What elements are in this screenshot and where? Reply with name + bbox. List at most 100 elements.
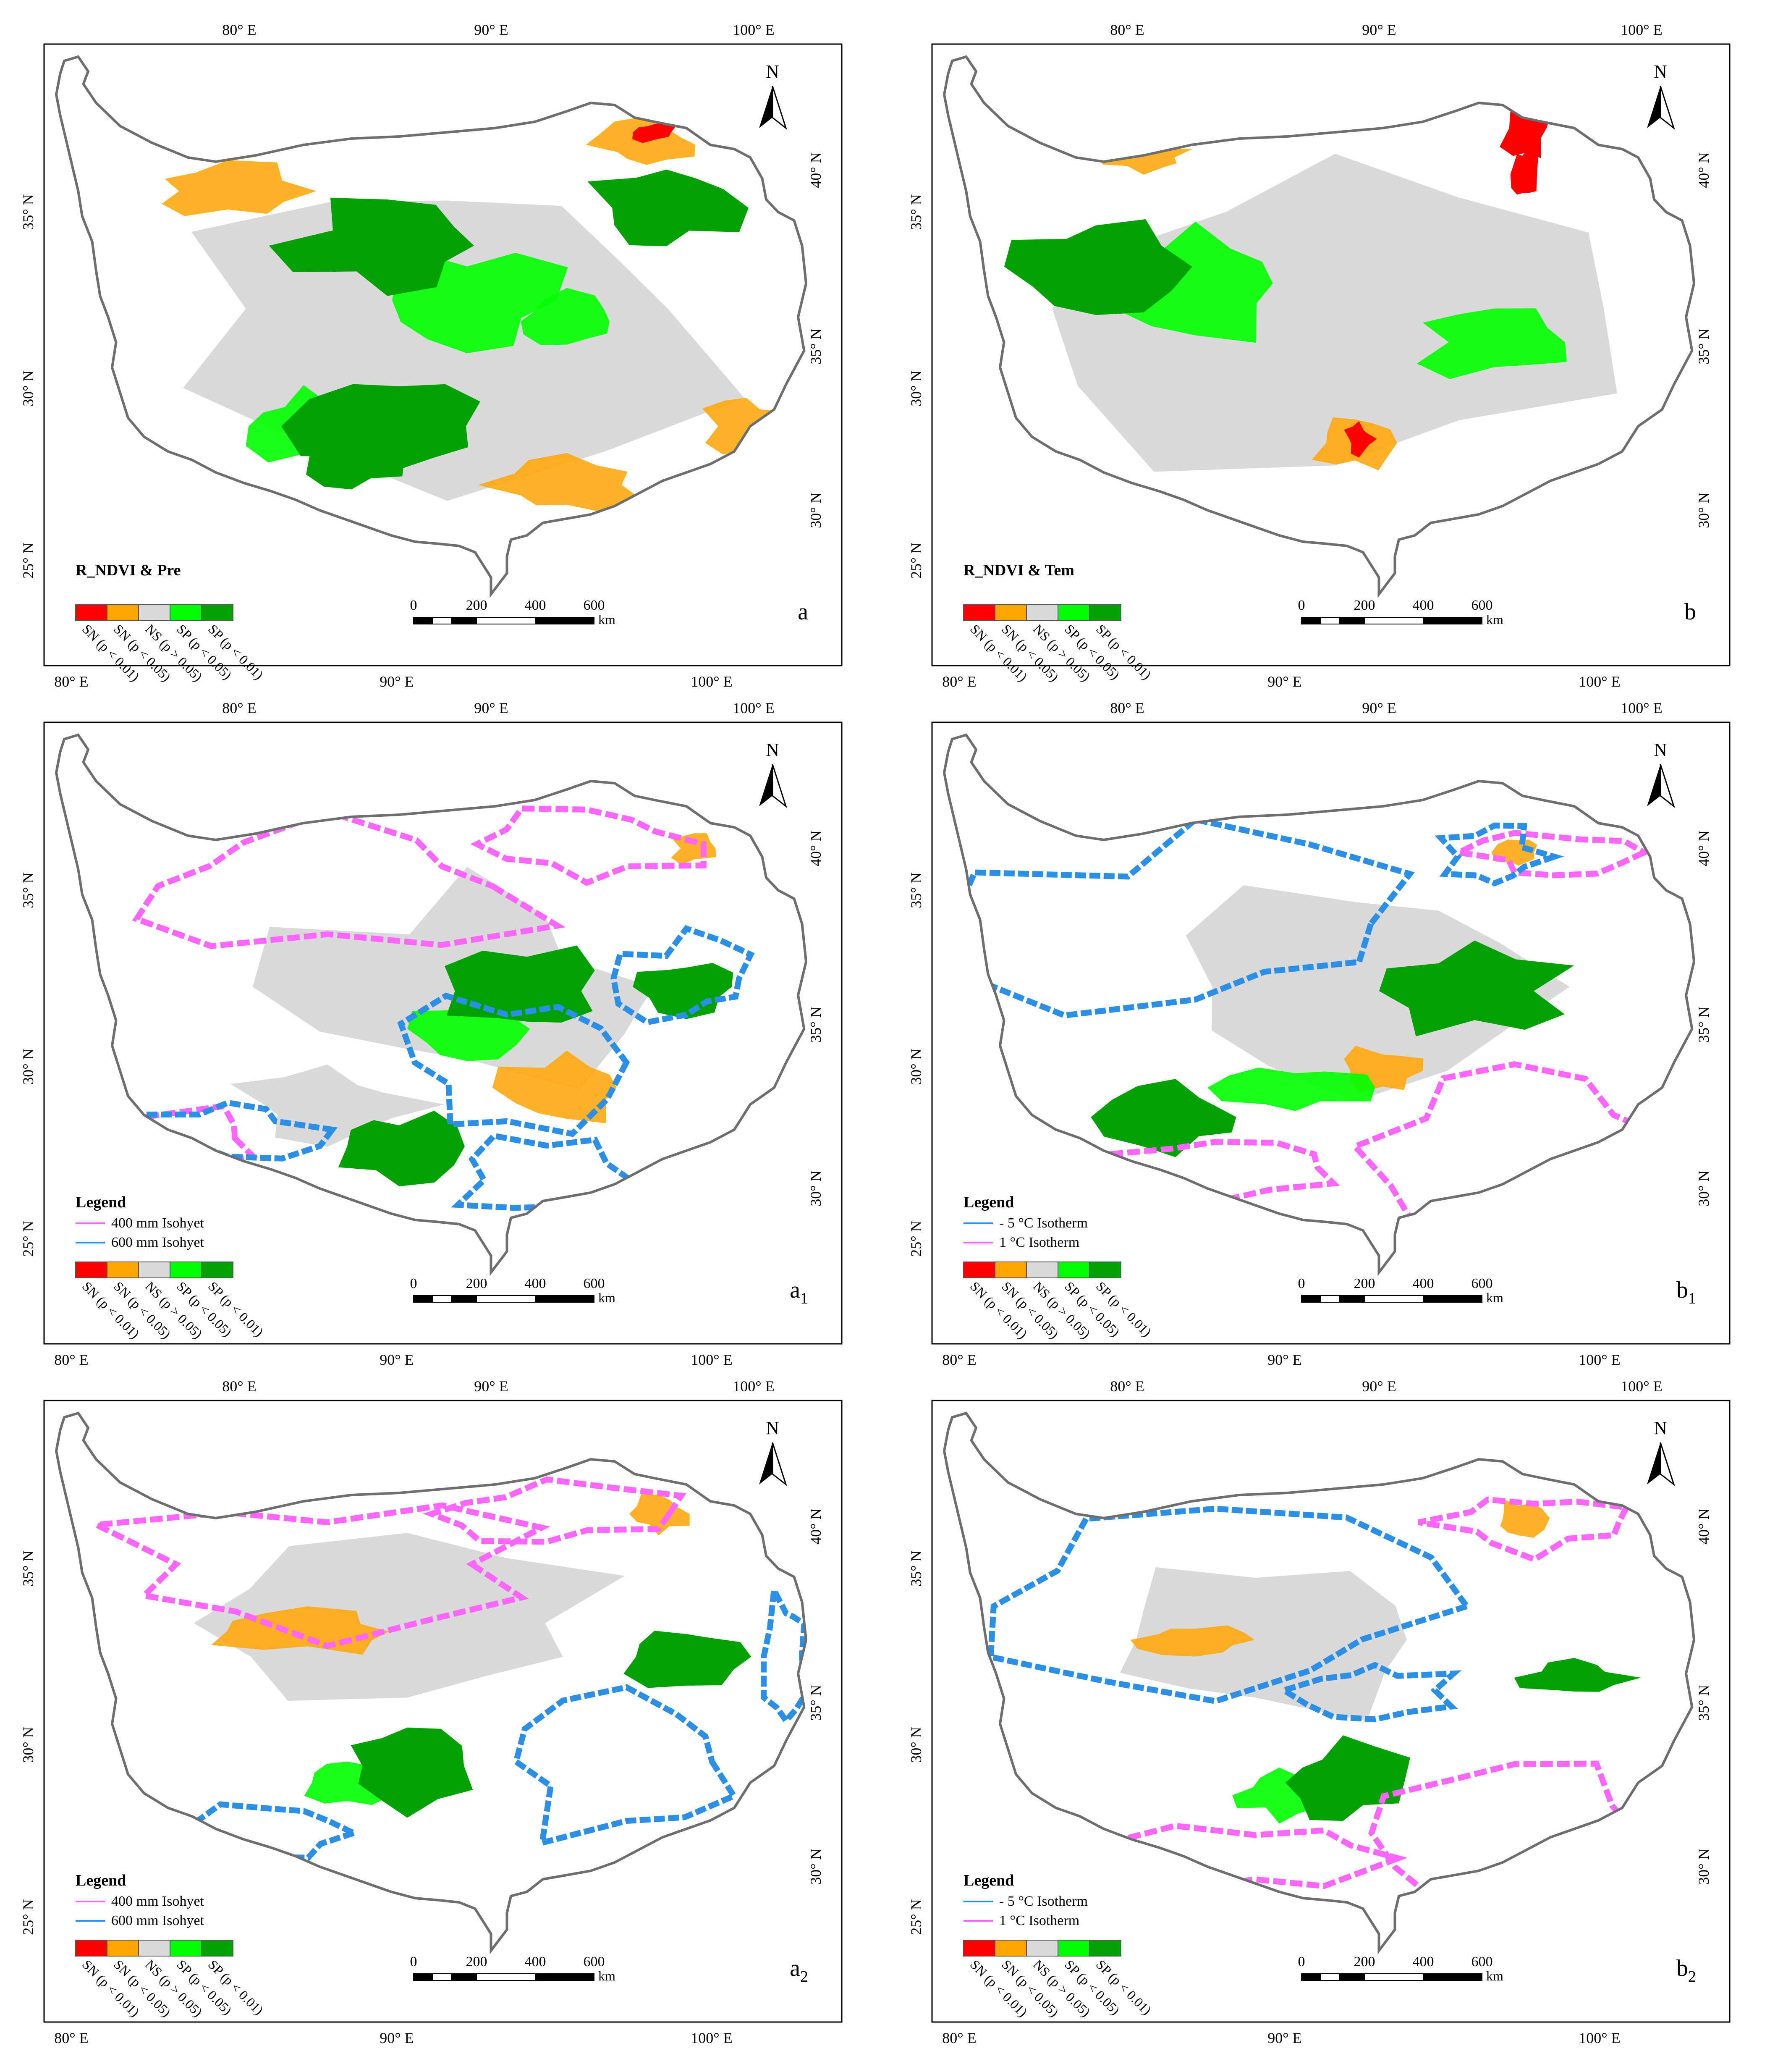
- lat-label-left: 35° N: [908, 194, 924, 230]
- lat-label-left: 30° N: [20, 370, 37, 406]
- scale-unit: km: [598, 1968, 615, 1983]
- scale-tick-label: 400: [525, 1954, 546, 1970]
- isoline-blue: [610, 925, 755, 1026]
- panel-label: a: [798, 599, 808, 625]
- lat-label-right: 40° N: [807, 152, 824, 188]
- significance-swatch: [107, 1262, 139, 1278]
- north-arrow-icon: N: [1647, 1418, 1675, 1487]
- lat-label-right: 35° N: [807, 1007, 824, 1042]
- isoline-blue: [987, 1505, 1472, 1705]
- lon-label-bottom: 100° E: [1579, 1351, 1620, 1368]
- lat-label-right: 30° N: [807, 1849, 824, 1884]
- lon-label-top: 100° E: [733, 700, 774, 716]
- significance-swatch: [75, 1262, 107, 1278]
- lon-label-top: 90° E: [474, 700, 508, 716]
- significance-swatch: [201, 1940, 233, 1957]
- north-label: N: [1654, 1418, 1667, 1438]
- lon-label-top: 80° E: [1110, 700, 1144, 716]
- lat-label-left: 30° N: [908, 1727, 924, 1763]
- north-label: N: [1654, 61, 1667, 82]
- sp01-area: [633, 963, 733, 1019]
- scale-tick-label: 0: [410, 1954, 417, 1970]
- scale-unit: km: [1486, 1968, 1503, 1983]
- significance-swatch: [963, 604, 995, 621]
- lat-label-left: 35° N: [20, 1550, 37, 1586]
- sp05-area: [521, 288, 610, 345]
- legend-line-label: 600 mm Isohyet: [111, 1235, 204, 1250]
- sp01-area: [587, 169, 749, 247]
- sn05-area: [162, 160, 317, 216]
- lon-label-bottom: 80° E: [942, 673, 976, 690]
- scale-tick-label: 400: [1413, 598, 1434, 613]
- scale-tick-label: 0: [410, 598, 417, 613]
- significance-swatch: [1058, 1940, 1090, 1957]
- lat-label-left: 25° N: [908, 1899, 924, 1935]
- scale-unit: km: [598, 1290, 615, 1305]
- isoline-pink: [86, 1502, 550, 1649]
- lat-label-left: 25° N: [908, 1221, 924, 1256]
- significance-swatch: [995, 604, 1027, 621]
- significance-swatch: [1089, 604, 1121, 621]
- lat-label-right: 40° N: [807, 830, 824, 866]
- plateau-map: [56, 1413, 806, 1951]
- plateau-map: [944, 57, 1694, 594]
- isoline-pink: [422, 1476, 686, 1545]
- lat-label-left: 30° N: [20, 1727, 37, 1763]
- sn01-area: [1344, 421, 1377, 458]
- lat-label-left: 35° N: [20, 872, 37, 908]
- lon-label-bottom: 90° E: [380, 673, 414, 690]
- significance-swatch: [963, 1940, 995, 1957]
- legend-title: R_NDVI & Tem: [964, 561, 1074, 579]
- lat-label-left: 30° N: [20, 1049, 37, 1084]
- lon-label-top: 100° E: [1621, 1378, 1662, 1395]
- significance-swatch: [107, 1940, 139, 1957]
- lon-label-bottom: 80° E: [54, 1351, 88, 1368]
- sp01-area: [623, 1631, 751, 1688]
- lat-label-left: 25° N: [20, 1221, 37, 1256]
- significance-swatch: [995, 1262, 1027, 1278]
- scale-tick-label: 600: [584, 1276, 605, 1291]
- lat-label-right: 35° N: [1695, 1685, 1712, 1721]
- isoline-pink: [470, 805, 707, 886]
- lon-label-top: 80° E: [222, 21, 256, 38]
- plateau-boundary: [55, 55, 808, 598]
- sp05-area: [1417, 308, 1567, 379]
- scale-tick-label: 0: [410, 1276, 417, 1291]
- isoline-blue: [451, 1133, 636, 1222]
- lat-label-right: 40° N: [807, 1508, 824, 1544]
- significance-swatch: [963, 1262, 995, 1278]
- north-label: N: [1654, 740, 1667, 760]
- ns-area: [230, 1064, 444, 1147]
- sn01-area: [632, 123, 677, 143]
- isoline-blue: [513, 1684, 738, 1847]
- sn05-area: [1500, 1499, 1550, 1538]
- map-panel-b2: 80° E 90° E 100° E 80° E 90° E 100° E 35° N 30°…: [908, 1378, 1731, 2046]
- legend-line-label: - 5 °C Isotherm: [999, 1215, 1088, 1231]
- scale-tick-label: 200: [466, 598, 487, 613]
- lon-label-bottom: 100° E: [691, 1351, 732, 1368]
- lat-label-right: 35° N: [807, 328, 824, 364]
- scale-tick-label: 200: [1354, 1954, 1375, 1970]
- lon-label-bottom: 90° E: [1267, 673, 1301, 690]
- sp01-area: [445, 945, 595, 1023]
- scale-tick-label: 0: [1298, 1954, 1305, 1970]
- lat-label-right: 35° N: [1695, 1007, 1712, 1042]
- lat-label-left: 25° N: [20, 1899, 37, 1935]
- scale-tick-label: 600: [584, 1954, 605, 1970]
- plateau-boundary: [55, 733, 808, 1276]
- north-label: N: [766, 740, 779, 760]
- legend-line-label: 600 mm Isohyet: [111, 1913, 204, 1928]
- significance-swatch: [1058, 604, 1090, 621]
- scale-tick-label: 600: [584, 598, 605, 613]
- lat-label-left: 25° N: [908, 543, 924, 578]
- scale-tick-label: 200: [1354, 598, 1375, 613]
- sp01-area: [351, 1727, 473, 1818]
- sn05-area: [478, 453, 647, 514]
- lon-label-bottom: 90° E: [1267, 1351, 1301, 1368]
- lon-label-top: 80° E: [1110, 21, 1144, 38]
- legend-line-label: 400 mm Isohyet: [111, 1894, 204, 1909]
